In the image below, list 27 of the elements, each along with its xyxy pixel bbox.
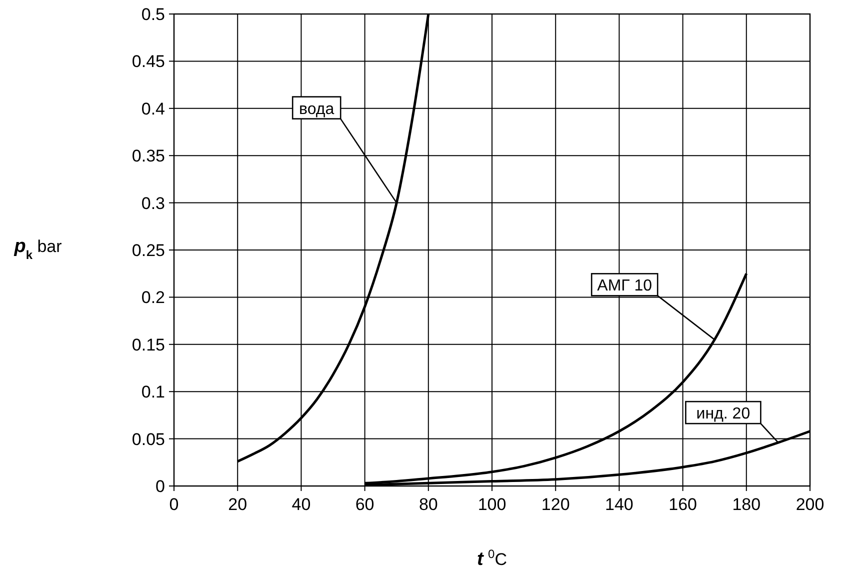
x-tick-label: 0 — [169, 495, 179, 514]
x-tick-label: 180 — [732, 495, 761, 514]
y-tick-label: 0.25 — [132, 241, 165, 260]
x-tick-label: 80 — [418, 495, 438, 514]
x-tick-label: 40 — [292, 495, 311, 514]
text: вода — [299, 100, 334, 118]
y-tick-label: 0.35 — [132, 146, 165, 166]
y-tick-label: 0.2 — [141, 288, 165, 308]
x-axis-title: t $^{0}$C — [476, 547, 508, 570]
x-tick-label: 200 — [796, 495, 824, 514]
x-tick-label: 100 — [478, 495, 506, 514]
y-tick-label: 0.1 — [141, 382, 165, 402]
y-axis-title: p$_{k}$ bar — [13, 236, 62, 262]
x-tick-label: 20 — [228, 495, 248, 514]
series-label: инд. 20 — [696, 406, 750, 423]
x-tick-label: 140 — [605, 495, 634, 514]
x-tick-label: 160 — [668, 495, 697, 514]
text: АМГ 10 — [597, 278, 652, 295]
y-tick-label: 0.45 — [132, 52, 165, 72]
y-tick-label: 0.15 — [132, 335, 165, 354]
y-tick-label: 0.3 — [141, 194, 165, 213]
x-tick-label: 120 — [541, 495, 570, 514]
y-tick-label: 0 — [156, 477, 165, 496]
y-tick-label: 0.5 — [141, 5, 165, 24]
y-tick-label: 0.05 — [132, 430, 165, 449]
y-tick-label: 0.4 — [141, 99, 165, 118]
x-tick-label: 60 — [355, 495, 374, 514]
